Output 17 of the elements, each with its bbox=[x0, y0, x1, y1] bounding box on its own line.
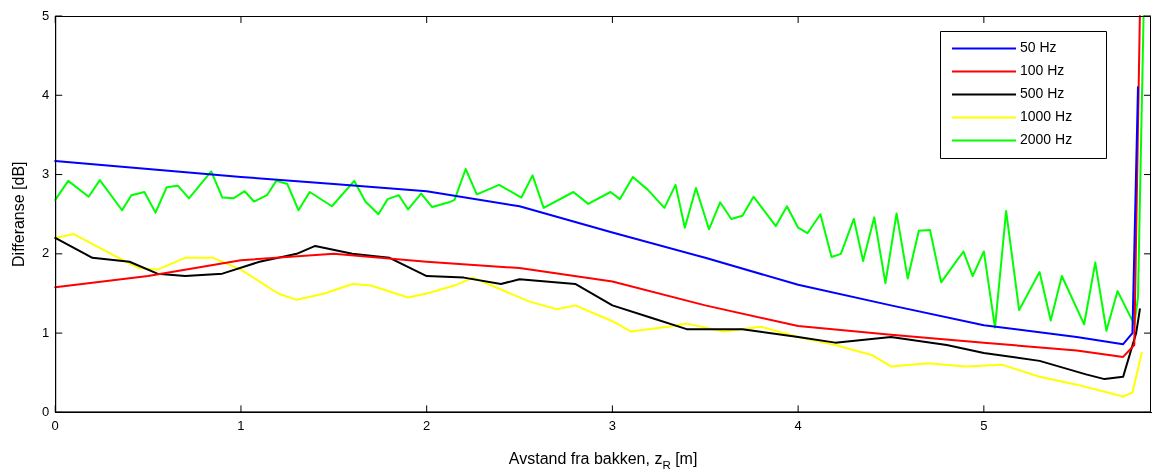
x-tick-label: 5 bbox=[980, 417, 988, 433]
y-axis-title: Differanse [dB] bbox=[10, 161, 27, 267]
legend-label: 2000 Hz bbox=[1020, 131, 1073, 148]
legend-label: 500 Hz bbox=[1020, 85, 1065, 102]
legend-label: 100 Hz bbox=[1020, 62, 1065, 79]
y-tick-label: 2 bbox=[42, 245, 50, 261]
y-tick-label: 3 bbox=[42, 166, 50, 182]
legend-label: 1000 Hz bbox=[1020, 108, 1073, 125]
x-tick-label: 4 bbox=[794, 417, 802, 433]
y-tick-label: 5 bbox=[42, 7, 50, 23]
y-tick-label: 0 bbox=[42, 403, 50, 419]
y-tick-label: 4 bbox=[42, 86, 50, 102]
x-tick-label: 1 bbox=[237, 417, 245, 433]
x-tick-label: 2 bbox=[423, 417, 431, 433]
legend-label: 50 Hz bbox=[1020, 39, 1057, 56]
y-tick-label: 1 bbox=[42, 324, 50, 340]
x-tick-label: 3 bbox=[608, 417, 617, 433]
